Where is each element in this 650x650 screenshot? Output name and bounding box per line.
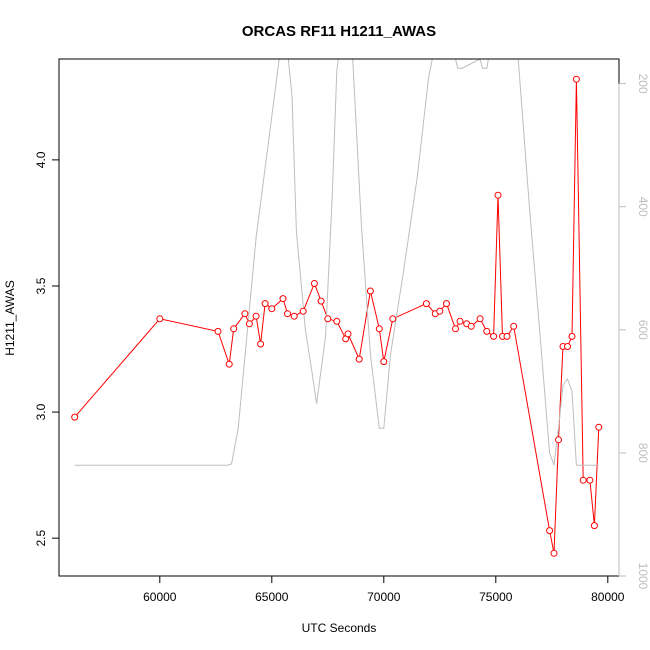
series-1-point (261, 300, 269, 308)
series-1-point (245, 320, 253, 328)
y-tick-label: 2.5 (34, 530, 48, 547)
series-1-point (436, 307, 444, 315)
right-y-tick-label: 200 (636, 74, 650, 94)
x-tick-label: 75000 (479, 590, 513, 604)
x-axis: 60000 65000 70000 75000 80000 (143, 575, 625, 604)
series-1-point (380, 358, 388, 366)
series-1-point (568, 332, 576, 340)
series-2-line (74, 59, 599, 466)
series-1-point (555, 436, 562, 444)
series-1-point (214, 327, 222, 335)
series-1-point (279, 295, 287, 303)
series-1-point (590, 522, 598, 530)
right-y-axis: 200 400 600 800 1000 (618, 74, 650, 590)
series-1-point (579, 476, 587, 484)
series-1-point (225, 360, 233, 368)
series-1-point (422, 300, 430, 308)
y-tick-label: 3.0 (34, 403, 48, 420)
x-axis-label: UTC Seconds (302, 621, 377, 635)
series-1-point (71, 413, 79, 421)
series-1-point (310, 280, 318, 287)
series-1-point (299, 307, 307, 315)
right-y-tick-label: 800 (636, 443, 650, 463)
series-1-point (490, 332, 498, 340)
series-1-point (252, 312, 260, 320)
series-1-point (494, 191, 502, 199)
y-axis: 2.5 3.0 3.5 4.0 (34, 151, 60, 547)
series-1-point (366, 287, 374, 295)
series-1-point (443, 300, 450, 308)
series-1-point (317, 297, 325, 305)
series-1-point (503, 332, 511, 340)
series-1-point (483, 327, 491, 335)
series-1-point (572, 75, 580, 83)
chart-title: ORCAS RF11 H1211_AWAS (242, 23, 436, 40)
y-tick-label: 4.0 (34, 151, 48, 168)
x-tick-label: 70000 (367, 590, 401, 604)
plot-frame (58, 58, 620, 577)
right-y-tick-label: 400 (636, 197, 650, 217)
y-axis-label: H1211_AWAS (3, 280, 17, 356)
series-1-point (333, 317, 341, 325)
series-1-point (476, 315, 484, 323)
series-1-point (290, 312, 298, 320)
series-1-point (284, 310, 291, 318)
series-1-point (456, 317, 464, 325)
series-1-point (268, 305, 276, 313)
series-1-point (355, 355, 363, 363)
series-1-point (389, 315, 397, 323)
series-1-point (375, 325, 383, 333)
series-1-point (564, 343, 571, 350)
series-1-line (74, 79, 600, 554)
right-y-tick-label: 600 (636, 320, 650, 340)
series-1-point (257, 340, 265, 348)
series-1-point (241, 310, 249, 318)
series-1-point (510, 322, 518, 330)
series-1-point (324, 315, 332, 323)
y-tick-label: 3.5 (34, 277, 48, 294)
right-y-tick-label: 1000 (636, 563, 650, 590)
x-tick-label: 60000 (143, 590, 177, 604)
series-1-point (230, 325, 238, 333)
series-1-point (156, 315, 164, 323)
series-1-point (344, 330, 352, 338)
series-1-point (550, 549, 558, 557)
series-1-point (586, 476, 594, 484)
x-tick-label: 65000 (255, 590, 289, 604)
x-tick-label: 80000 (591, 590, 625, 604)
series-1-point (546, 527, 554, 535)
series-1-point (467, 322, 475, 330)
series-1-point (595, 423, 603, 431)
series-1-point (452, 325, 459, 333)
plot-area (71, 59, 603, 557)
